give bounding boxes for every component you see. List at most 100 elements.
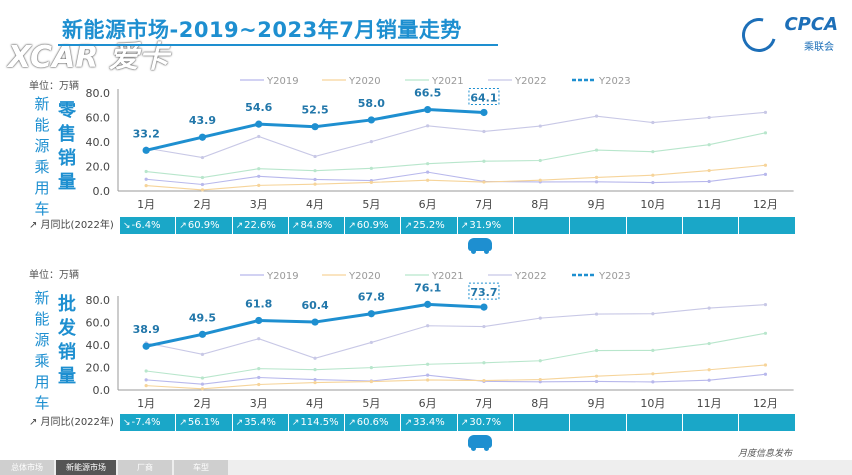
brand-sub: 乘联会 — [804, 42, 834, 53]
x-tick-label: 12月 — [753, 198, 778, 211]
series-line-y2022 — [146, 111, 766, 159]
data-label: 60.4 — [301, 299, 328, 312]
side-char: 量 — [58, 172, 76, 193]
data-point — [144, 378, 148, 382]
data-point — [144, 184, 148, 188]
trend-up-icon: ↗ — [291, 221, 300, 231]
data-point — [651, 380, 655, 384]
data-point — [255, 120, 263, 128]
yoy-cell: ↗114.5% — [287, 414, 345, 431]
car-icon — [468, 238, 492, 254]
data-point — [707, 378, 711, 382]
side-char: 售 — [58, 124, 76, 145]
side-char: 批 — [58, 294, 76, 315]
yoy-cell — [738, 414, 795, 431]
yoy-header: ↗ 月同比(2022年) — [29, 417, 114, 428]
legend-entry: Y2019 — [266, 271, 299, 282]
data-point — [426, 324, 430, 328]
yoy-cell — [681, 217, 739, 234]
data-label: 33.2 — [133, 127, 160, 140]
data-point — [200, 182, 205, 187]
x-tick-label: 11月 — [697, 198, 722, 211]
x-tick-label: 2月 — [193, 397, 211, 410]
footer-tab[interactable]: 厂商 — [118, 460, 172, 475]
data-point — [257, 382, 261, 387]
yoy-value: -7.4% — [131, 417, 161, 428]
data-point — [200, 175, 205, 180]
x-tick-label: 5月 — [362, 198, 380, 211]
yoy-cell — [738, 217, 795, 234]
data-point — [538, 380, 542, 384]
data-label: 58.0 — [358, 97, 385, 110]
trend-up-icon: ↗ — [235, 221, 244, 231]
x-tick-label: 7月 — [475, 198, 493, 211]
data-point — [200, 188, 205, 192]
data-point — [144, 177, 148, 181]
x-tick-label: 6月 — [419, 397, 437, 410]
trend-up-icon: ↗ — [179, 221, 187, 231]
data-point — [594, 180, 599, 184]
y-tick-label: 80.0 — [86, 294, 111, 307]
x-tick-label: 3月 — [250, 397, 268, 410]
data-point — [367, 310, 375, 318]
side-char: 销 — [58, 342, 76, 363]
data-point — [426, 124, 430, 128]
trend-up-icon: ↗ — [460, 418, 469, 428]
data-label: 64.1 — [470, 91, 497, 104]
series-line-y2020 — [146, 164, 766, 191]
side-char: 发 — [58, 318, 76, 339]
data-point — [200, 352, 205, 356]
data-point — [651, 348, 655, 352]
x-tick-label: 10月 — [640, 397, 665, 410]
footer-tab[interactable]: 车型 — [174, 460, 228, 475]
data-point — [142, 146, 150, 154]
data-point — [538, 178, 542, 182]
data-label: 52.5 — [301, 104, 328, 117]
data-point — [707, 168, 711, 173]
data-point — [257, 375, 261, 380]
footer-tab-active[interactable]: 新能源市场 — [56, 460, 116, 475]
yoy-cell — [513, 217, 570, 234]
yoy-cell: ↗60.9% — [175, 217, 232, 234]
trend-up-icon: ↗ — [460, 221, 469, 231]
yoy-value: 22.6% — [244, 220, 276, 231]
data-point — [651, 150, 655, 154]
data-point — [369, 180, 373, 185]
x-tick-label: 9月 — [588, 397, 606, 410]
footer-tab[interactable]: 总体市场 — [0, 460, 54, 475]
yoy-cell: ↗60.9% — [344, 217, 401, 234]
yoy-value: 60.9% — [187, 220, 220, 231]
yoy-value: 56.1% — [187, 417, 220, 428]
yoy-cell: ↘-7.4% — [119, 414, 176, 431]
trend-up-icon: ↗ — [235, 418, 244, 428]
data-point — [426, 178, 430, 182]
y-tick-label: 40.0 — [86, 136, 111, 149]
data-point — [482, 159, 486, 163]
y-tick-label: 40.0 — [86, 339, 111, 352]
data-point — [369, 366, 373, 370]
data-point — [538, 124, 542, 128]
yoy-value: -6.4% — [131, 220, 161, 231]
x-tick-label: 12月 — [753, 397, 778, 410]
x-tick-label: 7月 — [475, 397, 493, 410]
yoy-cell: ↗22.6% — [231, 217, 288, 234]
data-label: 38.9 — [133, 323, 160, 336]
side-char: 零 — [58, 100, 76, 121]
side-char: 能 — [34, 116, 50, 134]
data-point — [257, 183, 261, 187]
legend-entry: Y2023 — [598, 76, 631, 87]
data-point — [257, 174, 261, 178]
car-icon — [468, 435, 492, 451]
data-label: 49.5 — [189, 311, 216, 324]
side-char: 乘 — [34, 352, 50, 370]
yoy-cell — [569, 217, 626, 234]
page-title: 新能源市场-2019~2023年7月销量走势 — [62, 18, 462, 42]
x-tick-label: 8月 — [531, 198, 549, 211]
data-point — [369, 166, 373, 170]
side-char: 用 — [34, 179, 50, 197]
side-char: 新 — [34, 289, 50, 307]
yoy-value: 25.2% — [413, 220, 445, 231]
data-point — [313, 182, 317, 186]
side-label-right: 批 发 销 量 — [57, 293, 77, 389]
data-point — [594, 148, 599, 152]
